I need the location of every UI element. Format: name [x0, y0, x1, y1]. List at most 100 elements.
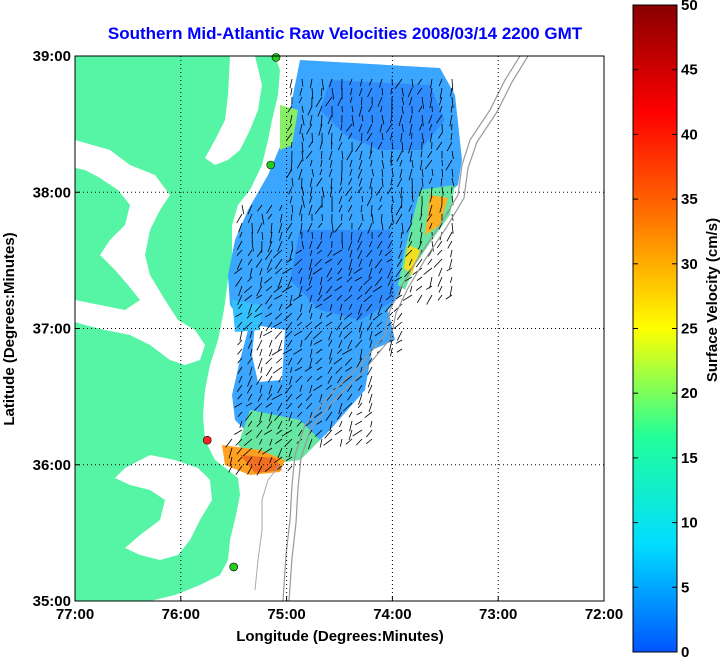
velocity-vector-739	[247, 465, 253, 475]
velocity-vector-145	[381, 150, 384, 158]
velocity-vector-162	[381, 159, 385, 169]
velocity-vector-62	[401, 105, 404, 115]
velocity-vector-453	[409, 285, 413, 293]
velocity-vector-381	[348, 258, 353, 270]
velocity-vector-692	[354, 420, 363, 426]
velocity-vector-25	[367, 87, 373, 98]
velocity-vector-684	[277, 420, 283, 430]
velocity-vector-297	[388, 222, 393, 230]
velocity-vector-452	[398, 285, 403, 296]
velocity-field-patch-1	[320, 80, 445, 150]
velocity-vector-411	[423, 267, 433, 275]
velocity-vector-352	[273, 249, 283, 259]
velocity-vector-106	[330, 132, 333, 145]
velocity-vector-239	[247, 204, 253, 215]
velocity-vector-480	[238, 303, 243, 310]
velocity-vector-718	[323, 438, 333, 446]
velocity-vector-32	[439, 87, 443, 99]
velocity-vector-268	[321, 213, 324, 222]
velocity-vector-214	[387, 186, 393, 195]
velocity-vector-603	[304, 366, 313, 372]
velocity-vector-271	[348, 213, 353, 221]
velocity-vector-142	[346, 150, 353, 161]
velocity-vector-590	[315, 357, 323, 365]
velocity-vector-594	[355, 357, 363, 369]
velocity-vector-416	[259, 276, 263, 287]
bathymetry-contour-1	[282, 56, 521, 601]
velocity-vector-401	[326, 267, 333, 278]
velocity-vector-307	[269, 231, 273, 244]
velocity-vector-131	[408, 141, 413, 154]
velocity-vector-206	[309, 186, 313, 197]
velocity-vector-475	[402, 294, 413, 301]
velocity-vector-483	[267, 303, 273, 310]
velocity-vector-9	[379, 78, 383, 88]
velocity-vector-94	[379, 123, 383, 133]
velocity-vector-295	[367, 222, 373, 234]
velocity-vector-696	[256, 429, 263, 438]
velocity-vector-118	[450, 132, 453, 141]
velocity-vector-182	[408, 168, 413, 181]
velocity-vector-98	[419, 123, 423, 131]
velocity-vector-516	[257, 321, 263, 328]
velocity-vector-689	[329, 420, 333, 432]
velocity-vector-649	[347, 393, 353, 401]
velocity-vector-140	[329, 150, 333, 161]
velocity-vector-143	[359, 150, 363, 160]
velocity-vector-186	[451, 168, 454, 177]
velocity-vector-137	[301, 150, 304, 162]
velocity-vector-165	[411, 159, 414, 168]
velocity-vector-487	[308, 303, 313, 313]
station-marker-1	[266, 160, 276, 170]
velocity-vector-277	[410, 213, 413, 223]
velocity-vector-200	[421, 177, 424, 187]
velocity-vector-560	[355, 339, 363, 348]
velocity-vector-419	[287, 276, 293, 288]
velocity-vector-464	[292, 294, 303, 302]
velocity-field-patch-10	[252, 325, 285, 382]
velocity-vector-134	[436, 141, 443, 151]
velocity-vector-705	[348, 429, 353, 441]
velocity-vector-109	[360, 132, 363, 142]
velocity-vector-726	[257, 447, 263, 454]
velocity-vector-325	[446, 231, 453, 242]
velocity-vector-255	[408, 204, 413, 212]
velocity-vector-233	[411, 195, 414, 203]
velocity-vector-683	[266, 420, 273, 429]
velocity-vector-264	[279, 213, 283, 223]
velocity-vector-340	[376, 240, 383, 249]
station-marker-0	[271, 53, 281, 62]
velocity-vector-74	[351, 114, 355, 127]
velocity-vector-216	[411, 186, 414, 198]
velocity-vector-20	[320, 87, 323, 97]
velocity-vector-477	[426, 294, 433, 305]
velocity-vector-144	[368, 150, 373, 159]
velocity-vector-712	[269, 438, 273, 446]
velocity-vector-462	[274, 294, 283, 300]
velocity-vector-331	[291, 240, 293, 252]
velocity-vector-382	[358, 258, 363, 267]
velocity-vector-288	[300, 222, 303, 235]
velocity-vector-197	[390, 177, 393, 186]
velocity-vector-456	[438, 285, 443, 293]
velocity-vector-107	[338, 132, 343, 142]
velocity-vector-289	[307, 222, 313, 233]
velocity-vector-559	[347, 339, 353, 350]
y-axis-ticks: 35:00 36:00 37:00 38:00 39:00	[33, 48, 80, 610]
velocity-vector-615	[289, 375, 293, 385]
velocity-vector-674	[314, 411, 323, 418]
velocity-vector-75	[361, 114, 364, 122]
velocity-vector-287	[285, 222, 293, 232]
velocity-vector-622	[355, 375, 363, 382]
velocity-vector-7	[359, 78, 363, 87]
sound-water	[115, 455, 212, 560]
velocity-vector-279	[426, 213, 433, 222]
velocity-vector-275	[391, 213, 394, 224]
velocity-vector-350	[256, 249, 263, 258]
velocity-vector-482	[254, 303, 263, 312]
velocity-vector-2	[310, 78, 313, 88]
velocity-vector-408	[395, 267, 403, 278]
velocity-vector-80	[409, 114, 413, 124]
velocity-vector-540	[328, 330, 333, 341]
